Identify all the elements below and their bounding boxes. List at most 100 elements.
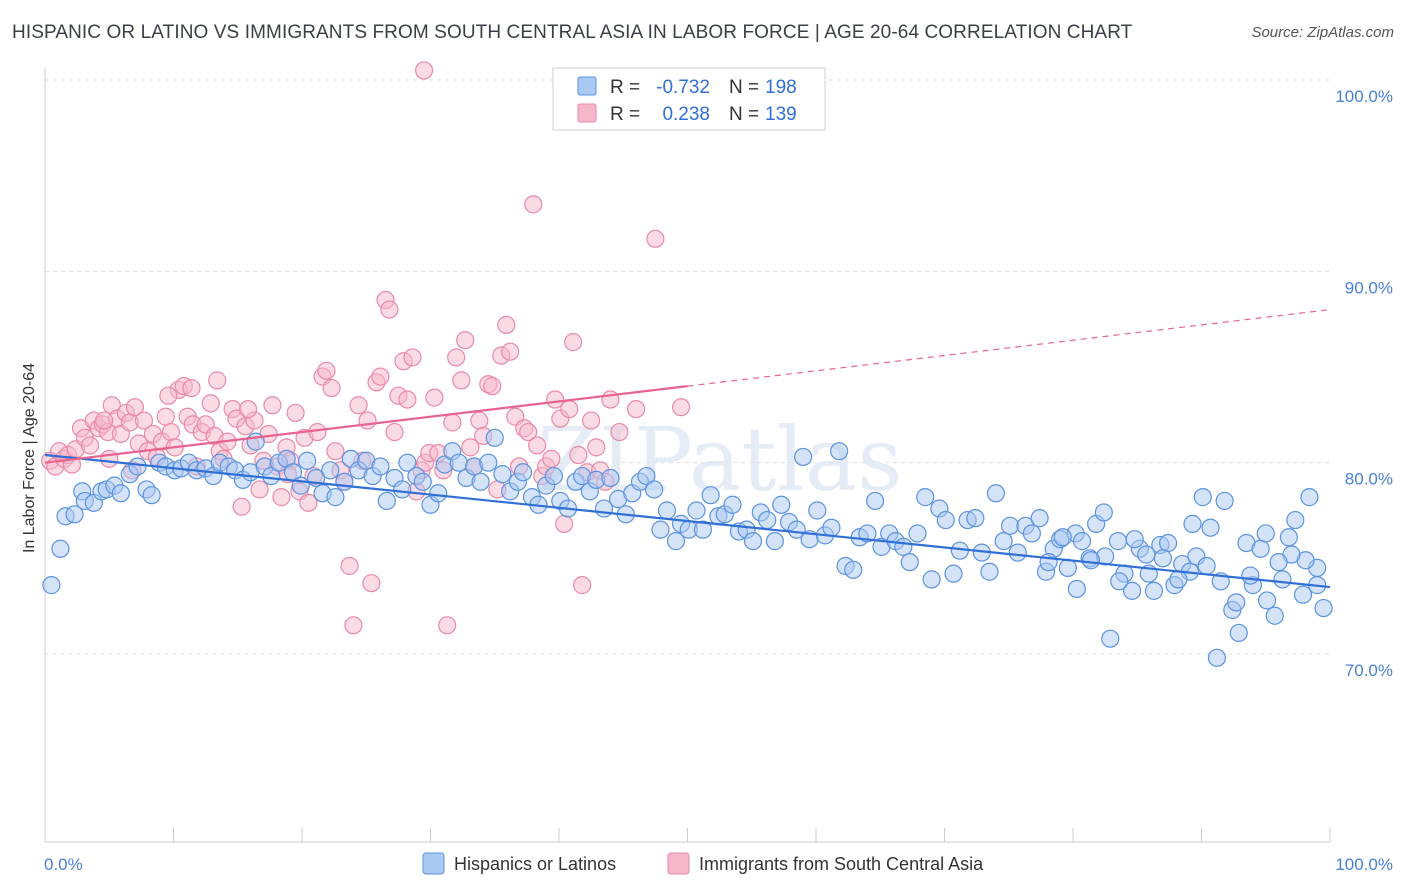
immigrant-point-136 bbox=[208, 371, 227, 390]
series-legend: Hispanics or Latinos Immigrants from Sou… bbox=[422, 852, 984, 875]
immigrant-point-112 bbox=[542, 449, 561, 468]
y-tick-labels: 70.0% 80.0% 90.0% 100.0% bbox=[1335, 87, 1393, 680]
immigrant-point-47 bbox=[250, 480, 269, 499]
hispanic-point-187 bbox=[1183, 514, 1202, 533]
hispanic-point-100 bbox=[765, 532, 784, 551]
hispanic-point-132 bbox=[994, 532, 1013, 551]
hispanic-point-84 bbox=[651, 520, 670, 539]
hispanic-point-169 bbox=[1257, 591, 1277, 610]
immigrant-point-122 bbox=[587, 438, 606, 457]
immigrant-point-127 bbox=[626, 399, 646, 419]
hispanic-point-85 bbox=[657, 501, 677, 520]
immigrant-point-121 bbox=[582, 411, 601, 430]
y-tick-label-0: 70.0% bbox=[1345, 661, 1393, 680]
hispanic-point-170 bbox=[1265, 606, 1284, 625]
correlation-legend: R = -0.732 N = 198 R = 0.238 N = 139 bbox=[552, 67, 826, 131]
hispanic-point-56 bbox=[449, 453, 468, 472]
immigrant-point-107 bbox=[519, 422, 538, 442]
hispanic-point-147 bbox=[1101, 629, 1120, 648]
x-tick-label-0: 0.0% bbox=[44, 855, 83, 874]
hispanic-point-97 bbox=[743, 532, 763, 551]
immigrant-point-27 bbox=[161, 422, 181, 442]
hispanic-point-163 bbox=[1215, 491, 1234, 511]
hispanic-point-125 bbox=[944, 564, 963, 583]
hispanic-point-121 bbox=[916, 488, 935, 507]
hispanic-point-39 bbox=[326, 488, 345, 507]
hispanic-point-59 bbox=[471, 472, 490, 491]
hispanic-point-195 bbox=[1067, 579, 1086, 599]
hispanic-point-46 bbox=[377, 491, 396, 511]
hispanic-point-60 bbox=[479, 453, 498, 472]
hispanic-point-122 bbox=[922, 570, 941, 589]
series-immigrants-points bbox=[41, 61, 691, 635]
legend-swatch-blue bbox=[577, 76, 597, 96]
immigrant-point-72 bbox=[362, 574, 381, 593]
y-axis-title: In Labor Force | Age 20-64 bbox=[21, 363, 38, 553]
immigrant-point-117 bbox=[564, 333, 583, 352]
hispanic-point-108 bbox=[822, 518, 841, 537]
hispanic-point-91 bbox=[701, 486, 720, 505]
immigrant-point-50 bbox=[263, 396, 282, 415]
immigrant-point-135 bbox=[182, 378, 201, 398]
immigrant-point-62 bbox=[317, 361, 336, 380]
hispanic-point-186 bbox=[1197, 556, 1216, 576]
immigrant-point-26 bbox=[156, 407, 175, 426]
hispanic-point-130 bbox=[980, 562, 999, 581]
y-tick-label-2: 90.0% bbox=[1345, 278, 1393, 297]
hispanic-point-143 bbox=[1072, 532, 1092, 551]
hispanic-point-153 bbox=[1144, 581, 1164, 600]
hispanic-point-82 bbox=[637, 466, 656, 486]
immigrant-point-21 bbox=[134, 411, 154, 430]
immigrant-point-77 bbox=[385, 422, 404, 442]
hispanic-point-141 bbox=[1058, 558, 1077, 578]
immigrant-point-89 bbox=[438, 616, 457, 635]
hispanic-point-109 bbox=[830, 442, 849, 461]
hispanic-point-134 bbox=[1008, 543, 1027, 562]
hispanic-point-65 bbox=[513, 463, 533, 482]
immigrant-point-129 bbox=[671, 398, 691, 417]
x-tick-labels: 0.0% 100.0% bbox=[44, 855, 1393, 874]
immigrant-point-108 bbox=[524, 195, 543, 214]
hispanic-point-38 bbox=[321, 461, 340, 480]
immigrant-point-103 bbox=[501, 342, 520, 361]
hispanic-point-83 bbox=[644, 480, 664, 499]
hispanic-point-124 bbox=[936, 510, 955, 530]
immigrant-point-9 bbox=[80, 436, 100, 455]
legend-r-label-2: R = bbox=[610, 104, 640, 125]
hispanic-point-137 bbox=[1030, 509, 1049, 528]
immigrant-point-19 bbox=[125, 398, 145, 417]
hispanic-point-197 bbox=[1039, 553, 1058, 572]
hispanic-point-103 bbox=[787, 520, 806, 539]
y-tick-label-3: 100.0% bbox=[1335, 87, 1393, 106]
immigrant-point-81 bbox=[403, 348, 422, 367]
legend-r-label-1: R = bbox=[610, 77, 640, 98]
bottom-legend-label-pink: Immigrants from South Central Asia bbox=[699, 854, 984, 874]
hispanic-point-174 bbox=[1293, 585, 1313, 604]
immigrant-point-68 bbox=[344, 616, 363, 635]
hispanic-point-49 bbox=[398, 453, 417, 472]
hispanic-point-168 bbox=[1251, 539, 1270, 558]
hispanic-point-175 bbox=[1300, 488, 1319, 507]
hispanic-point-189 bbox=[1153, 549, 1173, 568]
bottom-legend-label-blue: Hispanics or Latinos bbox=[454, 854, 616, 874]
immigrant-point-80 bbox=[398, 390, 417, 409]
hispanic-point-89 bbox=[687, 501, 706, 520]
legend-n-label-1: N = bbox=[729, 77, 759, 98]
y-tick-label-1: 80.0% bbox=[1345, 470, 1393, 489]
hispanic-point-172 bbox=[1279, 528, 1298, 547]
immigrant-point-128 bbox=[646, 229, 665, 248]
hispanic-point-86 bbox=[666, 532, 686, 551]
hispanic-point-133 bbox=[1000, 516, 1020, 535]
hispanic-point-94 bbox=[723, 495, 742, 514]
immigrant-point-58 bbox=[299, 493, 318, 512]
immigrant-point-96 bbox=[470, 411, 489, 430]
immigrant-point-67 bbox=[340, 556, 359, 576]
x-tick-label-1: 100.0% bbox=[1335, 855, 1393, 874]
immigrant-point-119 bbox=[573, 576, 592, 595]
hispanic-point-45 bbox=[371, 457, 390, 476]
hispanic-point-3 bbox=[65, 505, 84, 524]
immigrant-point-64 bbox=[326, 442, 345, 461]
series-hispanics-points bbox=[42, 428, 1333, 667]
legend-n-label-2: N = bbox=[729, 104, 759, 125]
hispanic-point-162 bbox=[1207, 648, 1227, 667]
